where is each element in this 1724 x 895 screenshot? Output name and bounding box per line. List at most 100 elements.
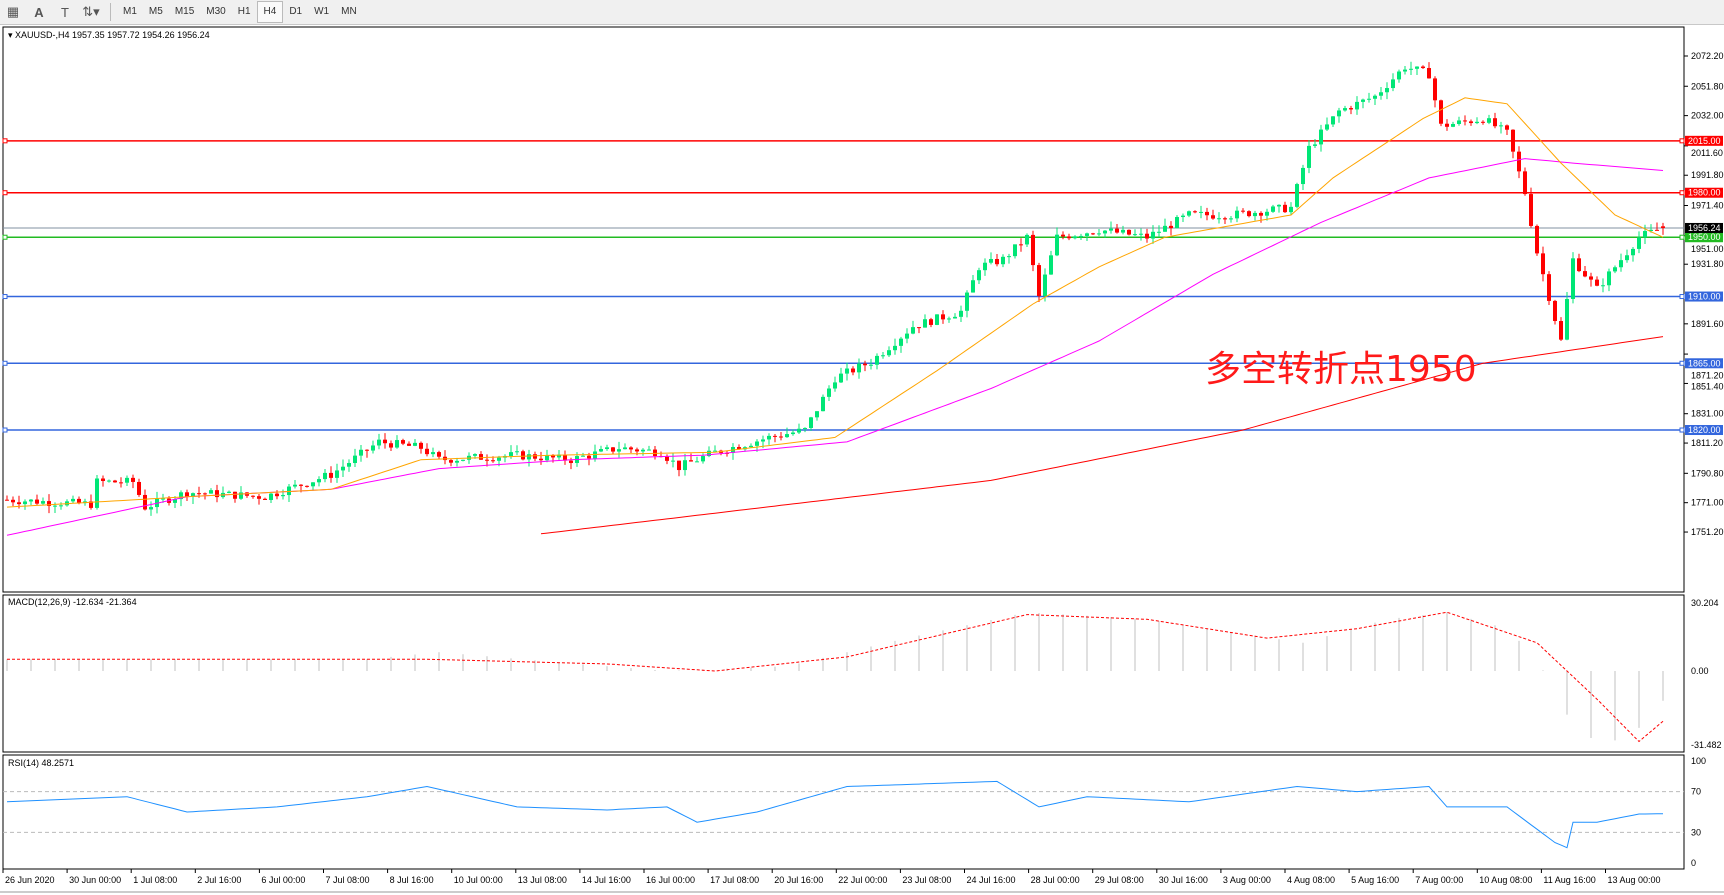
candle-bull (1187, 211, 1191, 216)
candle-bear (5, 499, 9, 501)
candle-bear (1529, 194, 1533, 226)
macd-panel (2, 594, 1685, 753)
candle-bull (317, 479, 321, 483)
ma-slow-line (540, 336, 1664, 535)
candle-bull (713, 450, 717, 452)
candle-bull (947, 318, 951, 320)
arrows-icon[interactable]: ⇅▾ (82, 4, 100, 19)
time-tick-label: 8 Jul 16:00 (390, 875, 434, 885)
candle-bear (1439, 100, 1443, 124)
price-tick-label: 2032.00 (1691, 111, 1724, 121)
candle-bear (1517, 151, 1521, 172)
annotation-text: 多空转折点1950 (1205, 349, 1477, 390)
time-tick-label: 22 Jul 00:00 (838, 875, 887, 885)
text-label-icon[interactable]: T (61, 4, 69, 20)
time-tick-label: 4 Aug 08:00 (1287, 875, 1335, 885)
candle-bear (653, 449, 657, 457)
candle-bear (1061, 234, 1065, 237)
candle-bull (1001, 256, 1005, 265)
candle-bull (1451, 123, 1455, 127)
time-tick-label: 13 Aug 00:00 (1608, 875, 1661, 885)
candle-bull (1073, 236, 1077, 239)
candle-bear (1031, 234, 1035, 266)
level-handle (2, 427, 8, 433)
candle-bear (275, 493, 279, 497)
candle-bull (1391, 79, 1395, 89)
candle-bull (527, 454, 531, 460)
candle-bear (941, 314, 945, 320)
candle-bull (359, 449, 363, 456)
candle-bull (827, 388, 831, 397)
level-handle (1679, 190, 1685, 196)
candle-bear (1349, 108, 1353, 110)
candle-bull (1643, 231, 1647, 238)
candle-bull (797, 428, 801, 433)
candle-bull (473, 454, 477, 456)
candle-bull (785, 434, 789, 438)
candle-bull (1301, 167, 1305, 185)
timeframe-d1[interactable]: D1 (289, 6, 303, 17)
candle-bull (935, 314, 939, 325)
candle-bull (1265, 211, 1269, 216)
candle-bear (1535, 225, 1539, 254)
candle-bull (95, 478, 99, 508)
candle-bear (257, 496, 261, 499)
price-tick-label: 1811.20 (1691, 438, 1723, 448)
candle-bull (1361, 99, 1365, 102)
timeframe-h1[interactable]: H1 (237, 6, 251, 17)
candle-bull (953, 316, 957, 319)
candle-bull (1355, 101, 1359, 110)
candle-bull (695, 461, 699, 463)
level-price-label: 1950.00 (1688, 232, 1721, 242)
level-price-tag (1685, 232, 1723, 243)
candle-bull (701, 456, 705, 462)
timeframe-m15[interactable]: M15 (174, 6, 195, 17)
candle-bear (851, 368, 855, 373)
timeframe-h4[interactable]: H4 (256, 1, 284, 23)
candle-bull (269, 493, 273, 500)
candle-bear (1205, 211, 1209, 216)
candle-bull (1637, 237, 1641, 249)
ma-fast-line (6, 97, 1664, 508)
candle-bull (347, 463, 351, 467)
candle-bull (1277, 204, 1281, 207)
symbol-ohlc: XAUUSD-,H4 1957.35 1957.72 1954.26 1956.… (15, 30, 210, 40)
candle-bear (1115, 228, 1119, 233)
timeframe-w1[interactable]: W1 (314, 6, 330, 17)
timeframe-m5[interactable]: M5 (148, 6, 163, 17)
candle-bull (1367, 98, 1371, 100)
level-handle (2, 294, 8, 300)
candle-bull (599, 449, 603, 452)
candle-bull (965, 292, 969, 311)
candle-bull (869, 364, 873, 366)
candle-bull (1331, 116, 1335, 125)
candle-bull (1289, 206, 1293, 213)
candle-bull (833, 382, 837, 389)
text-A-icon[interactable]: A (34, 4, 44, 20)
candle-bear (185, 492, 189, 497)
candle-bear (197, 493, 201, 495)
candle-bear (1019, 244, 1023, 246)
timeframe-mn[interactable]: MN (341, 6, 357, 17)
candle-bear (995, 259, 999, 265)
price-tick-label: 1790.80 (1691, 468, 1724, 478)
timeframe-m1[interactable]: M1 (123, 6, 137, 17)
price-tick-label: 2051.80 (1691, 81, 1724, 91)
candle-bull (1631, 248, 1635, 256)
candle-bull (293, 484, 297, 487)
timeframe-m30[interactable]: M30 (206, 6, 226, 17)
candle-bull (767, 435, 771, 440)
candle-bull (1613, 267, 1617, 272)
time-tick-label: 10 Jul 00:00 (454, 875, 503, 885)
grid-icon[interactable]: ▦ (6, 4, 20, 19)
candle-bull (515, 451, 519, 453)
candle-bear (485, 459, 489, 461)
candle-bear (113, 480, 117, 483)
candle-bull (983, 262, 987, 271)
current-price-tag (1685, 222, 1723, 233)
candle-bear (1445, 123, 1449, 127)
time-tick-label: 11 Aug 16:00 (1543, 875, 1595, 885)
candle-bull (179, 492, 183, 500)
candle-bear (77, 498, 81, 504)
